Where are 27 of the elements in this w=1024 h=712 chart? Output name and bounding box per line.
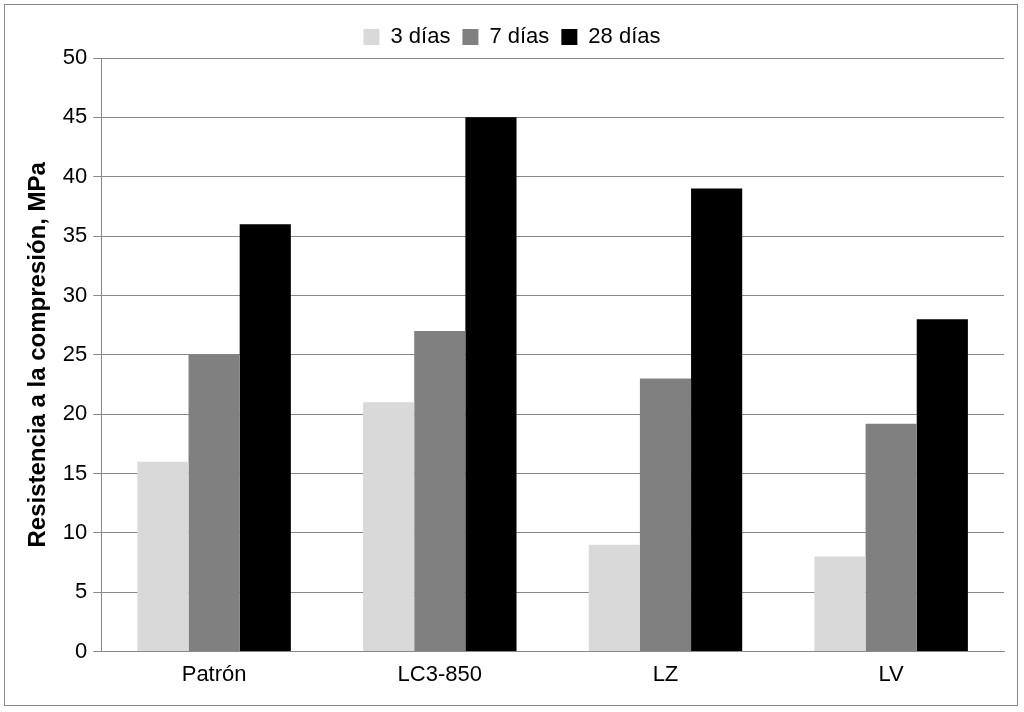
legend-label: 28 días <box>588 23 661 49</box>
bar <box>691 188 743 652</box>
y-tick-label: 15 <box>62 459 88 485</box>
x-tick-label: LC3-850 <box>397 660 482 686</box>
y-tick-label: 35 <box>62 222 88 248</box>
y-tick-label: 0 <box>75 637 88 663</box>
bar <box>814 556 866 652</box>
x-tick-label: LV <box>878 660 905 686</box>
bar <box>465 117 517 652</box>
legend-label: 7 días <box>489 23 550 49</box>
bar <box>916 319 968 652</box>
x-tick-label: LZ <box>652 660 679 686</box>
y-tick-label: 10 <box>62 518 88 544</box>
bar <box>239 224 291 652</box>
y-tick-label: 20 <box>62 400 88 426</box>
y-tick-label: 40 <box>62 162 88 188</box>
x-tick-label: Patrón <box>181 660 247 686</box>
legend-label: 3 días <box>390 23 451 49</box>
y-tick-label: 5 <box>75 578 88 604</box>
y-axis-title: Resistencia a la compresión, MPa <box>23 161 51 548</box>
y-tick-label: 50 <box>62 44 88 70</box>
y-tick-label: 45 <box>62 103 88 129</box>
y-tick-label: 25 <box>62 340 88 366</box>
bar <box>137 461 189 652</box>
bar <box>363 402 415 652</box>
bar <box>588 544 640 652</box>
y-tick-label: 30 <box>62 281 88 307</box>
